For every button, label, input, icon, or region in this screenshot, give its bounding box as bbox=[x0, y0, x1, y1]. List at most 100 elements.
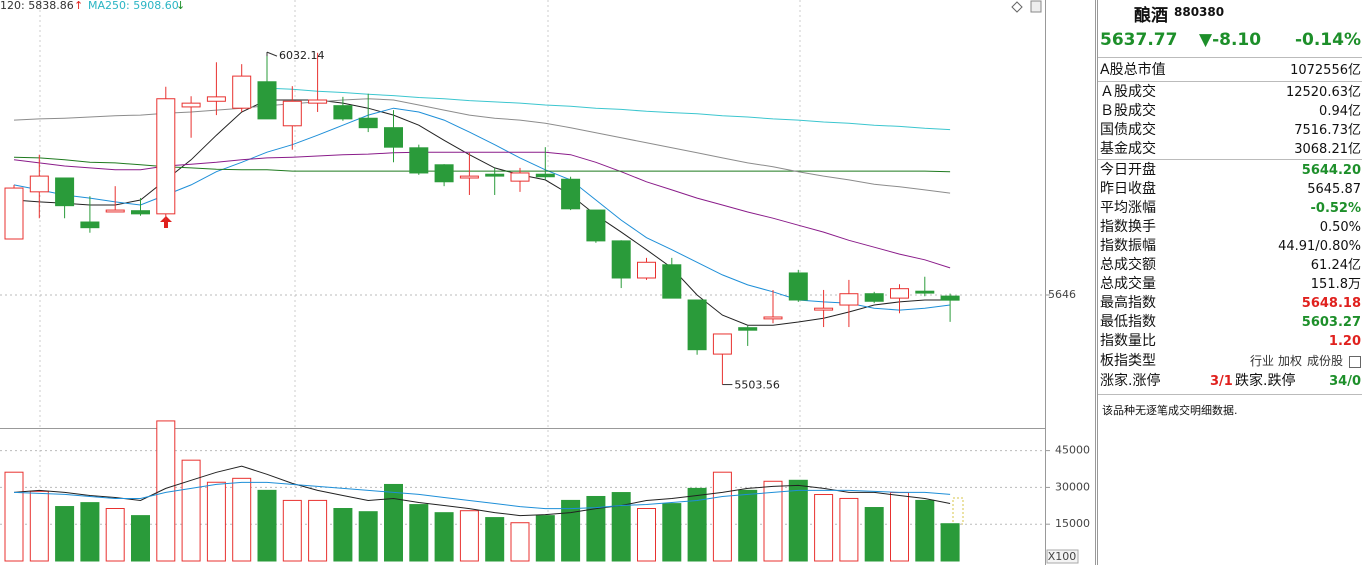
stat-row: 指数量比 1.20 bbox=[1100, 332, 1361, 351]
volume-bar bbox=[384, 483, 403, 562]
row-value: 7516.73亿 bbox=[1294, 123, 1361, 138]
row-value: -0.52% bbox=[1310, 201, 1362, 216]
toolbar-icons[interactable] bbox=[1011, 0, 1042, 13]
header-label: MA250: 5908.60 bbox=[88, 0, 179, 12]
candle-body bbox=[687, 299, 707, 351]
volume-bar bbox=[687, 487, 707, 562]
row-value: 12520.63亿 bbox=[1285, 85, 1361, 100]
signal-arrow bbox=[160, 216, 172, 228]
volume-bar bbox=[662, 503, 682, 562]
row-label: 指数振幅 bbox=[1100, 238, 1156, 254]
type-option[interactable]: 加权 bbox=[1278, 354, 1303, 368]
candle-body bbox=[384, 127, 403, 148]
stat-row: 昨日收盘 5645.87 bbox=[1100, 180, 1361, 199]
volume-bar bbox=[308, 499, 328, 562]
candle-body bbox=[308, 99, 328, 104]
candle-body bbox=[156, 98, 176, 215]
candle-body bbox=[890, 288, 909, 299]
candle-body bbox=[662, 264, 682, 299]
candle-body bbox=[763, 316, 783, 320]
ma-line bbox=[266, 87, 951, 131]
stat-row: 最低指数 5603.27 bbox=[1100, 313, 1361, 332]
candle-body bbox=[788, 272, 808, 301]
row-label: 总成交量 bbox=[1100, 276, 1156, 292]
note: 该品种无逐笔成交明细数据. bbox=[1102, 404, 1238, 417]
arrow-icon: ↓ bbox=[176, 0, 185, 12]
volume-bar bbox=[586, 495, 606, 562]
row-value: 1.20 bbox=[1328, 334, 1361, 349]
row-label: 国债成交 bbox=[1100, 122, 1156, 138]
grid-icon[interactable] bbox=[1349, 356, 1361, 368]
candle-body bbox=[637, 261, 656, 279]
ma-line bbox=[13, 481, 951, 510]
candle-body bbox=[206, 96, 226, 102]
stat-row: 总成交量 151.8万 bbox=[1100, 275, 1361, 294]
row-value: 0.94亿 bbox=[1319, 104, 1361, 119]
type-option[interactable]: 行业 bbox=[1250, 354, 1275, 368]
high-annotation: 6032.14 bbox=[279, 49, 325, 62]
volume-bar bbox=[535, 515, 555, 562]
candle-body bbox=[940, 295, 960, 301]
row-label: 最高指数 bbox=[1100, 295, 1156, 311]
candle-body bbox=[333, 105, 353, 120]
low-annotation: 5503.56 bbox=[734, 379, 780, 392]
change: ▼-8.10 bbox=[1199, 30, 1262, 50]
candle-body bbox=[434, 164, 454, 183]
stat-row: 基金成交 3068.21亿 bbox=[1100, 140, 1361, 159]
candle-body bbox=[4, 187, 24, 240]
ma-line bbox=[13, 465, 951, 517]
candle-body bbox=[181, 102, 201, 108]
volume-bar bbox=[4, 471, 24, 562]
volume-bar bbox=[131, 515, 150, 562]
volume-bar bbox=[206, 481, 226, 562]
stat-row: 平均涨幅 -0.52% bbox=[1100, 199, 1361, 218]
volume-bar bbox=[282, 499, 302, 562]
candle-body bbox=[611, 240, 631, 279]
row-label: 指数量比 bbox=[1100, 333, 1156, 349]
candle-body bbox=[358, 117, 378, 129]
volume-bar bbox=[637, 508, 656, 562]
volume-bar bbox=[29, 490, 49, 562]
stock-name: 酿酒 bbox=[1134, 6, 1168, 26]
candle-body bbox=[80, 221, 100, 229]
volume-bar bbox=[763, 480, 783, 562]
header-label: 120: 5838.86 bbox=[0, 0, 74, 12]
divider bbox=[1098, 81, 1362, 82]
volume-bar bbox=[232, 477, 252, 562]
current-marker bbox=[952, 497, 964, 525]
row-label: 跌家.跌停 bbox=[1235, 373, 1296, 389]
stat-row: Ａ股成交 12520.63亿 bbox=[1100, 83, 1361, 102]
row-value: 1072556亿 bbox=[1290, 63, 1361, 78]
stat-row: 今日开盘 5644.20 bbox=[1100, 161, 1361, 180]
candle-body bbox=[55, 177, 75, 207]
row-label: 指数换手 bbox=[1100, 219, 1156, 235]
candle-body bbox=[485, 173, 505, 177]
row-value: 34/0 bbox=[1329, 374, 1361, 389]
volume-bar bbox=[738, 489, 758, 562]
volume-bar bbox=[358, 511, 378, 562]
volume-bar bbox=[459, 510, 479, 562]
y-tick-label: 30000 bbox=[1055, 480, 1090, 493]
candle-body bbox=[105, 209, 125, 213]
candle-body bbox=[738, 327, 758, 331]
annotation-leader bbox=[266, 51, 278, 57]
divider bbox=[1098, 159, 1362, 160]
candle-body bbox=[257, 81, 277, 120]
price: 5637.77 bbox=[1100, 30, 1178, 50]
change-pct: -0.14% bbox=[1294, 30, 1361, 50]
row-label: 板指类型 bbox=[1100, 353, 1156, 369]
volume-bar bbox=[839, 497, 859, 562]
row-value: 5648.18 bbox=[1301, 296, 1361, 311]
row-value: 151.8万 bbox=[1310, 277, 1361, 292]
candle-body bbox=[232, 75, 252, 109]
row-label: 今日开盘 bbox=[1100, 162, 1156, 178]
y-tick-label: 45000 bbox=[1055, 444, 1090, 457]
row-label: 总成交额 bbox=[1100, 257, 1156, 273]
row-value: 5603.27 bbox=[1301, 315, 1361, 330]
row-value: 5644.20 bbox=[1301, 163, 1361, 178]
candle-body bbox=[510, 172, 530, 182]
type-option[interactable]: 成份股 bbox=[1307, 354, 1344, 368]
volume-bar bbox=[485, 517, 505, 562]
candle-body bbox=[29, 175, 49, 193]
